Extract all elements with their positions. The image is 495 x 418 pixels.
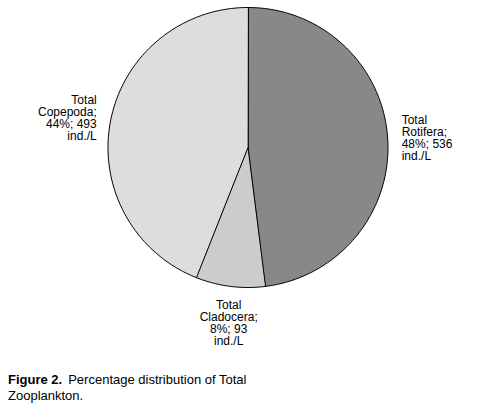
svg-text:TotalCladocera;8%; 93ind./L: TotalCladocera;8%; 93ind./L (200, 298, 258, 348)
svg-text:TotalCopepoda;44%; 493ind./L: TotalCopepoda;44%; 493ind./L (38, 93, 97, 143)
svg-text:TotalRotifera;48%; 536ind./L: TotalRotifera;48%; 536ind./L (402, 113, 453, 163)
html-text:Figure 2. Percentage distribut: Figure 2. Percentage distribution of Tot… (8, 372, 247, 403)
